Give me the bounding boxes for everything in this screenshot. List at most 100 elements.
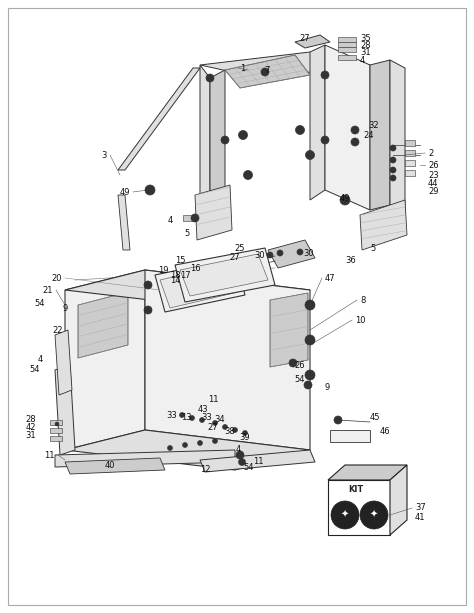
Circle shape	[200, 417, 204, 422]
Circle shape	[305, 300, 315, 310]
Polygon shape	[200, 65, 210, 220]
Circle shape	[289, 359, 297, 367]
Circle shape	[55, 422, 59, 426]
Text: 49: 49	[119, 188, 130, 197]
Bar	[405, 140, 415, 146]
Polygon shape	[118, 195, 130, 250]
Text: ✦: ✦	[370, 510, 378, 520]
Text: 49: 49	[339, 194, 350, 202]
Circle shape	[321, 136, 329, 144]
Polygon shape	[118, 68, 200, 170]
Bar	[183, 215, 193, 221]
Text: 1: 1	[240, 64, 245, 72]
Bar	[405, 150, 415, 156]
Text: 19: 19	[158, 265, 168, 275]
Text: 47: 47	[325, 273, 336, 283]
Text: 45: 45	[370, 414, 381, 422]
Polygon shape	[175, 248, 275, 302]
Circle shape	[238, 131, 247, 140]
Text: 42: 42	[26, 424, 36, 433]
Text: 34: 34	[215, 416, 225, 424]
Circle shape	[191, 214, 199, 222]
Text: 30: 30	[255, 251, 265, 259]
Circle shape	[297, 249, 303, 255]
Text: 4: 4	[168, 216, 173, 224]
Polygon shape	[155, 258, 245, 312]
Circle shape	[304, 381, 312, 389]
Text: 28: 28	[26, 416, 36, 424]
Circle shape	[244, 170, 253, 180]
Polygon shape	[160, 264, 238, 308]
Text: 24: 24	[363, 131, 374, 140]
Text: 27: 27	[300, 34, 310, 42]
Text: 54: 54	[35, 299, 45, 308]
Polygon shape	[295, 35, 330, 48]
Text: 32: 32	[368, 121, 379, 129]
Polygon shape	[390, 60, 405, 213]
Text: 31: 31	[26, 432, 36, 441]
Text: 40: 40	[104, 460, 115, 470]
Circle shape	[212, 421, 218, 425]
Circle shape	[144, 306, 152, 314]
Circle shape	[190, 416, 194, 421]
Circle shape	[144, 281, 152, 289]
Polygon shape	[328, 480, 390, 535]
Text: 33: 33	[201, 414, 212, 422]
Polygon shape	[78, 292, 128, 358]
Text: 11: 11	[45, 451, 55, 460]
Text: 27: 27	[229, 253, 240, 262]
Circle shape	[222, 424, 228, 430]
Bar	[50, 436, 62, 441]
Text: 43: 43	[197, 406, 208, 414]
Text: 4: 4	[236, 446, 241, 454]
Circle shape	[360, 501, 388, 529]
Text: KIT: KIT	[348, 485, 364, 495]
Circle shape	[267, 252, 273, 258]
Text: 41: 41	[415, 514, 426, 522]
Text: 38: 38	[225, 427, 236, 436]
Text: 2: 2	[428, 148, 433, 158]
Polygon shape	[65, 430, 310, 470]
Circle shape	[145, 185, 155, 195]
Polygon shape	[65, 270, 145, 450]
Circle shape	[351, 138, 359, 146]
Text: 35: 35	[360, 34, 371, 42]
Bar	[338, 55, 356, 60]
Text: 7: 7	[264, 66, 270, 75]
Polygon shape	[55, 450, 235, 467]
Text: 22: 22	[53, 326, 63, 335]
Text: 9: 9	[325, 384, 330, 392]
Polygon shape	[268, 240, 315, 268]
Text: 20: 20	[52, 273, 62, 283]
Text: 37: 37	[415, 503, 426, 512]
Polygon shape	[55, 365, 75, 455]
Circle shape	[277, 250, 283, 256]
Bar	[338, 42, 356, 47]
Bar	[405, 160, 415, 166]
Circle shape	[167, 446, 173, 451]
Polygon shape	[195, 185, 232, 240]
Circle shape	[390, 175, 396, 181]
Text: 16: 16	[190, 264, 201, 273]
Polygon shape	[200, 52, 370, 78]
Polygon shape	[370, 60, 390, 210]
Text: 30: 30	[303, 248, 314, 257]
Text: 26: 26	[428, 161, 438, 170]
Text: 15: 15	[175, 256, 185, 264]
Bar	[338, 47, 356, 52]
Text: 12: 12	[200, 465, 210, 474]
Text: 39: 39	[240, 433, 250, 443]
Polygon shape	[225, 55, 310, 88]
Text: 28: 28	[360, 40, 371, 50]
Text: 14: 14	[170, 275, 180, 284]
Polygon shape	[210, 70, 225, 220]
Text: 54: 54	[294, 376, 305, 384]
Circle shape	[351, 126, 359, 134]
Circle shape	[236, 451, 244, 459]
Polygon shape	[200, 450, 315, 472]
Text: 8: 8	[360, 295, 365, 305]
Bar	[50, 420, 62, 425]
Text: 29: 29	[428, 186, 438, 196]
Polygon shape	[328, 465, 407, 480]
Polygon shape	[270, 293, 308, 367]
